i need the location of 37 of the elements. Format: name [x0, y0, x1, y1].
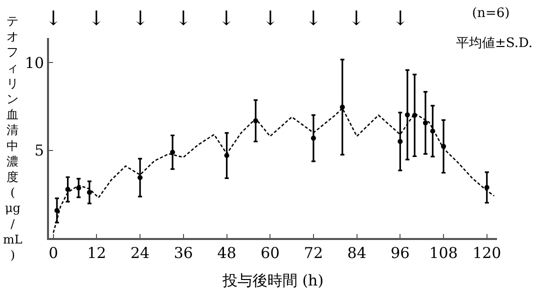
annotation: 平均値±S.D. [456, 36, 533, 51]
x-tick-label: 24 [130, 244, 150, 262]
text: ↓ [88, 6, 105, 30]
x-tick-label: 72 [304, 244, 324, 262]
point [54, 208, 60, 213]
point [484, 184, 490, 190]
x-tick-label: 96 [390, 244, 410, 262]
point [170, 150, 176, 155]
x-tick-label: 12 [87, 244, 106, 262]
text: ↓ [132, 6, 149, 30]
point [340, 104, 345, 110]
text: ↓ [45, 6, 62, 30]
x-tick-label: 108 [429, 244, 458, 262]
point [138, 175, 143, 180]
x-tick-label: 36 [174, 244, 193, 262]
y-tick-label: 5 [34, 142, 44, 160]
x-tick-label: 120 [472, 244, 502, 262]
x-axis-title: 投与後時間 (h) [221, 272, 324, 290]
point [398, 139, 403, 144]
x-tick-label: 84 [347, 244, 366, 262]
point [310, 136, 316, 141]
point [86, 190, 92, 195]
text: ↓ [262, 6, 279, 30]
point [65, 186, 70, 192]
y-tick-label: 10 [24, 54, 44, 72]
x-tick-label: 0 [48, 244, 58, 262]
text: ↓ [348, 6, 365, 30]
point [404, 112, 410, 118]
text: (n=6) [472, 6, 510, 21]
text: ↓ [305, 6, 322, 30]
x-tick-label: 60 [260, 244, 280, 262]
x-tick-label: 48 [217, 244, 236, 262]
text: テオフィリン血清中濃度(μg/mL) [3, 14, 22, 262]
text: ↓ [218, 6, 235, 30]
text: ↓ [175, 6, 192, 30]
text: ↓ [392, 6, 409, 30]
point [422, 120, 428, 126]
